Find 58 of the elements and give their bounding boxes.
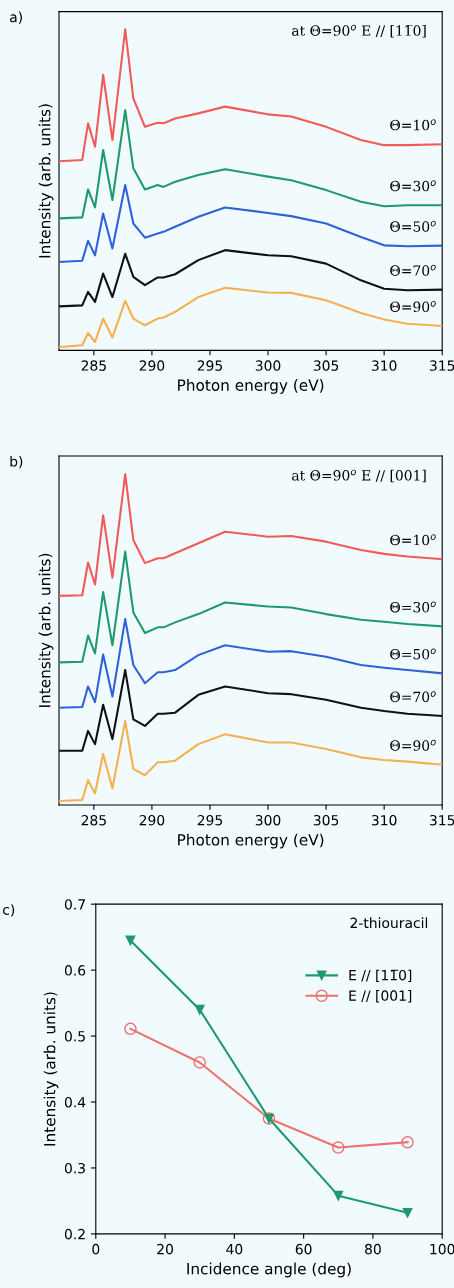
x-tick-label: 305 — [313, 360, 339, 371]
y-tick-label: 0.3 — [64, 1162, 85, 1174]
y-axis-title: Intensity (arb. units) — [38, 553, 54, 707]
x-tick-label: 315 — [430, 360, 454, 371]
chart-title: c) — [3, 904, 15, 917]
x-tick-label: 290 — [139, 814, 165, 826]
x-tick-label: 40 — [226, 1243, 243, 1255]
legend-label: E // [001] — [349, 990, 412, 1003]
y-tick-label: 0.6 — [64, 965, 86, 976]
chart-title: b) — [10, 455, 23, 469]
x-tick-label: 310 — [371, 814, 397, 826]
point — [401, 1135, 414, 1149]
y-tick-label: 0.2 — [64, 1228, 85, 1240]
x-axis-title: Incidence angle (deg) — [187, 1262, 351, 1278]
x-axis-title: Photon energy (eV) — [178, 833, 324, 849]
y-tick-label: 0.4 — [64, 1096, 86, 1108]
x-tick-label: 295 — [197, 814, 223, 826]
x-tick-label: 290 — [139, 360, 165, 371]
series-label: Θ=90$^{o}$ — [390, 739, 436, 751]
x-tick-label: 315 — [430, 814, 454, 826]
point — [125, 935, 136, 946]
x-tick-label: 295 — [197, 360, 223, 371]
x-tick-label: 20 — [157, 1243, 173, 1255]
legend-label: E // [11̅0] — [349, 969, 412, 983]
series-label: Θ=70$^{o}$ — [390, 264, 436, 276]
series-label: Θ=10$^{o}$ — [390, 534, 436, 546]
y-axis-title: Intensity (arb. units) — [43, 992, 59, 1146]
x-tick-label: 60 — [295, 1243, 312, 1255]
point — [402, 1207, 413, 1218]
x-tick-label: 305 — [313, 814, 339, 826]
point — [124, 1022, 137, 1036]
y-axis-title: Intensity (arb. units) — [38, 104, 54, 258]
x-axis-title: Photon energy (eV) — [178, 379, 324, 394]
y-tick-label: 0.7 — [64, 899, 85, 910]
series-label: Θ=50$^{o}$ — [390, 648, 436, 660]
x-tick-label: 310 — [371, 360, 397, 371]
x-tick-label: 300 — [255, 360, 281, 371]
x-tick-label: 0 — [92, 1243, 100, 1255]
series-label: Θ=10$^{o}$ — [390, 119, 436, 131]
annotation: at Θ=90$^{o}$ E // [001] — [292, 469, 426, 483]
y-tick-label: 0.5 — [64, 1031, 85, 1042]
annotation: at Θ=90$^{o}$ E // [11̅0] — [292, 24, 426, 38]
x-tick-label: 285 — [81, 814, 106, 826]
point — [194, 1004, 205, 1015]
point — [332, 1141, 345, 1154]
x-tick-label: 100 — [430, 1243, 454, 1255]
x-tick-label: 300 — [255, 814, 281, 826]
point — [193, 1056, 206, 1069]
series-label: Θ=70$^{o}$ — [390, 691, 436, 703]
chart-title: a) — [10, 11, 22, 24]
series-label: Θ=30$^{o}$ — [390, 180, 436, 192]
x-tick-label: 285 — [81, 360, 106, 371]
series-label: Θ=90$^{o}$ — [390, 301, 436, 313]
x-tick-label: 80 — [365, 1243, 381, 1255]
annotation: 2-thiouracil — [350, 917, 428, 929]
series-label: Θ=30$^{o}$ — [390, 601, 436, 613]
point — [333, 1190, 344, 1201]
series-label: Θ=50$^{o}$ — [390, 220, 436, 232]
